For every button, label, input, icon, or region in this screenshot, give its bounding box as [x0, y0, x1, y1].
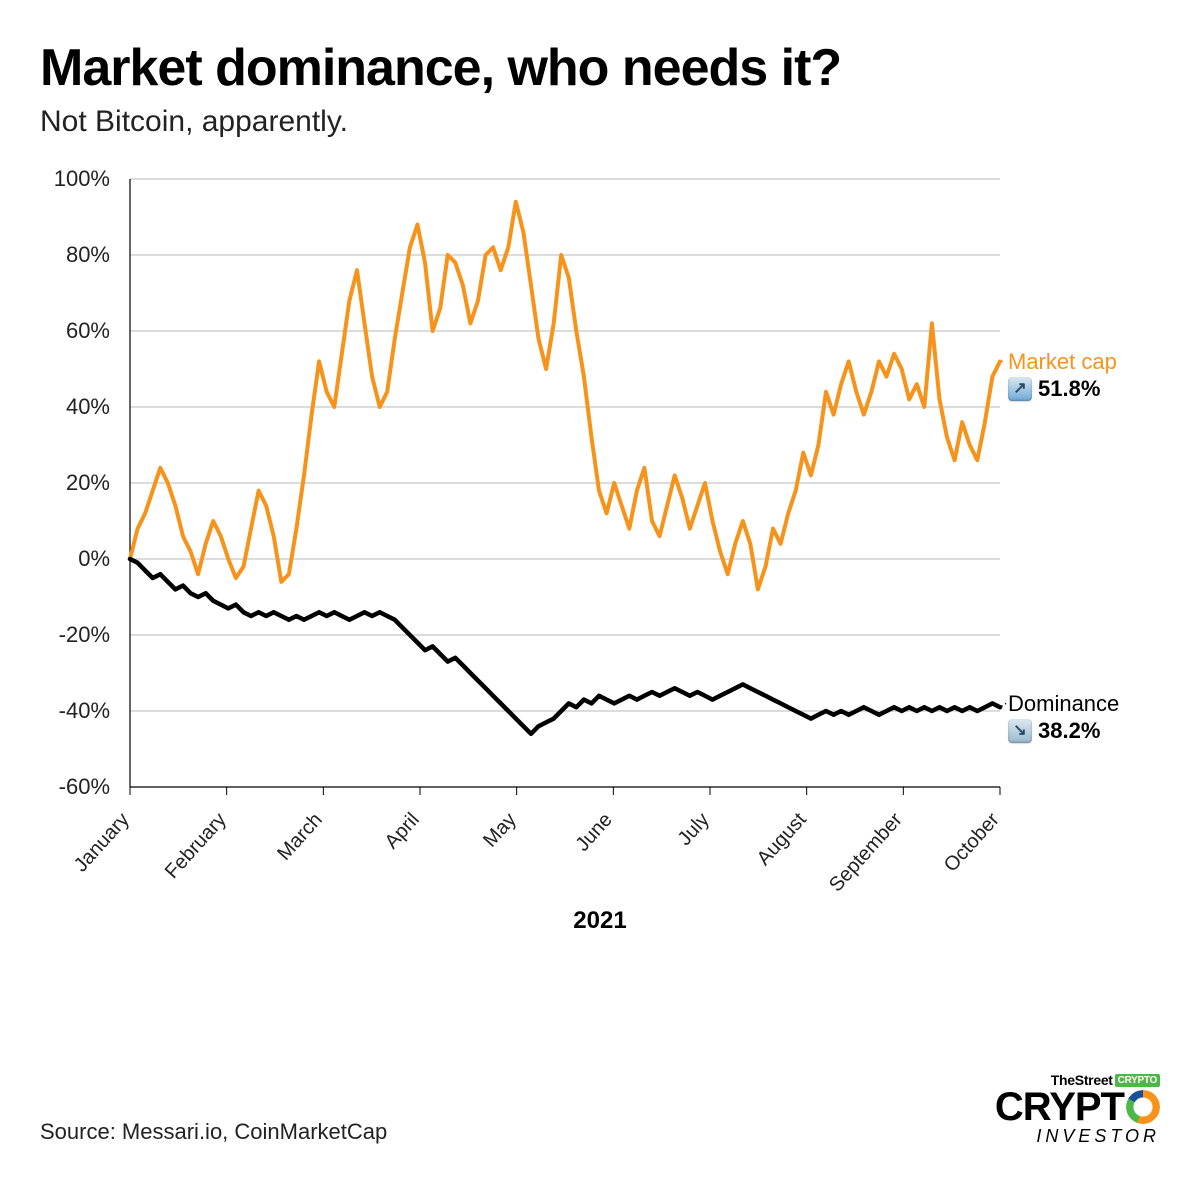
arrow-down-icon: ↘ — [1008, 719, 1032, 743]
brand-sub-text: INVESTOR — [995, 1127, 1160, 1145]
y-tick-label: 20% — [40, 470, 110, 496]
y-tick-label: -20% — [40, 622, 110, 648]
arrow-up-icon: ↗ — [1008, 377, 1032, 401]
y-tick-label: 80% — [40, 242, 110, 268]
x-axis-title: 2021 — [573, 907, 626, 935]
y-tick-label: -40% — [40, 698, 110, 724]
y-tick-label: 0% — [40, 546, 110, 572]
brand-ring-icon — [1126, 1090, 1160, 1124]
y-tick-label: 100% — [40, 166, 110, 192]
source-attribution: Source: Messari.io, CoinMarketCap — [40, 1119, 387, 1145]
brand-logo: TheStreetCRYPTO CRYPT INVESTOR — [995, 1073, 1160, 1145]
chart-container: -60%-40%-20%0%20%40%60%80%100% JanuaryFe… — [40, 167, 1160, 947]
chart-title: Market dominance, who needs it? — [40, 40, 1160, 97]
series-label-dominance: Dominance↘38.2% — [1008, 690, 1119, 745]
chart-subtitle: Not Bitcoin, apparently. — [40, 105, 1160, 139]
series-label-market_cap: Market cap↗51.8% — [1008, 348, 1117, 403]
y-tick-label: 60% — [40, 318, 110, 344]
y-tick-label: -60% — [40, 774, 110, 800]
y-tick-label: 40% — [40, 394, 110, 420]
brand-main-text: CRYPT — [995, 1087, 1124, 1127]
